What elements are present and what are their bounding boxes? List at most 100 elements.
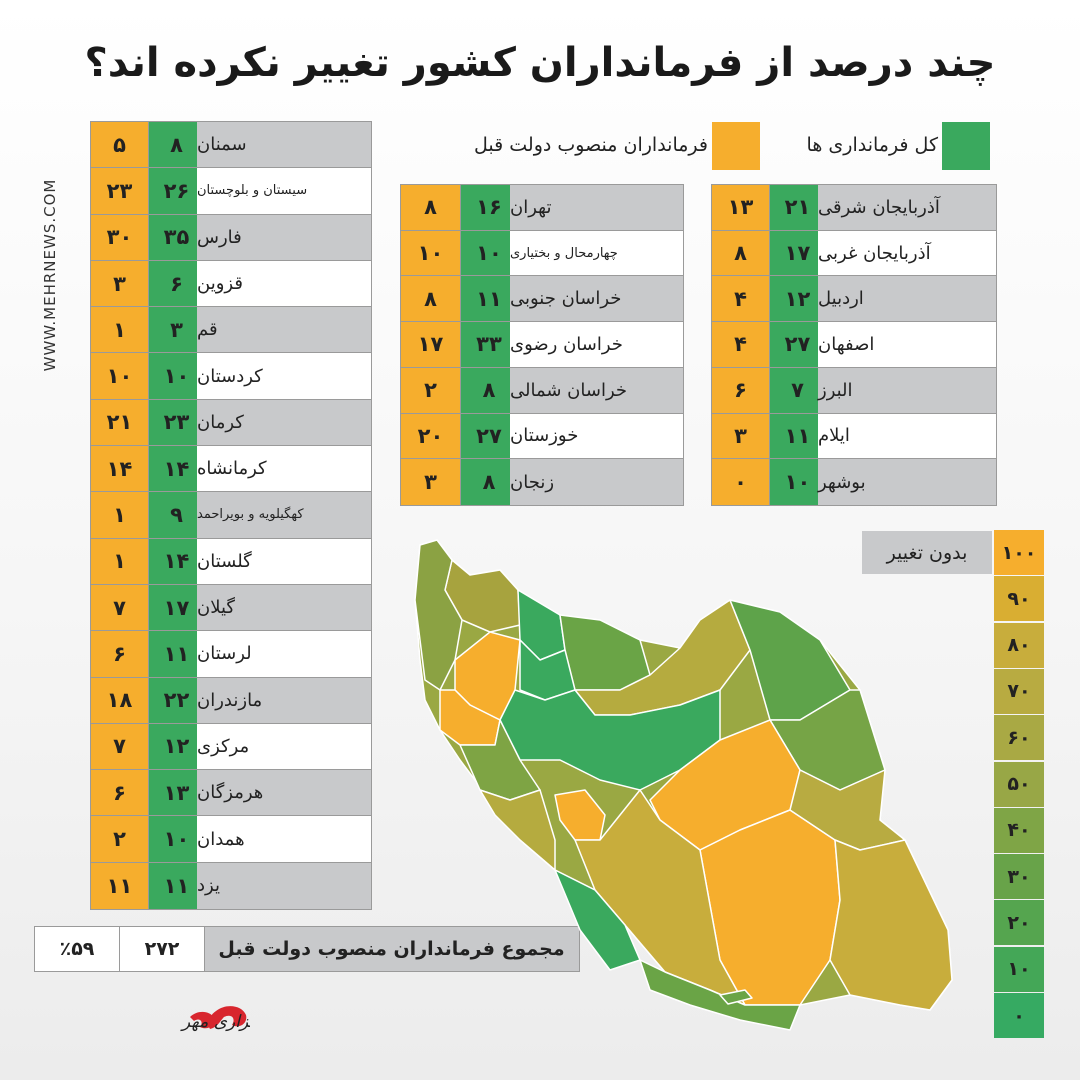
previous-count: ۳ [91,260,148,307]
total-count: ۲۷ [460,413,518,459]
table-row: ۱۰ ۱۰ کردستان [91,353,371,400]
total-count: ۲۱ [769,185,826,230]
previous-count: ۱۱ [91,862,148,909]
table-provinces-right: ۱۳ ۲۱ آذربایجان شرقی ۸ ۱۷ آذربایجان غربی ۴ ۱۲ ار… [711,184,997,506]
total-count: ۳ [148,307,205,353]
previous-count: ۷ [91,723,148,770]
previous-count: ۶ [91,770,148,816]
total-count: ۱۲ [148,723,205,770]
summary-row: مجموع فرمانداران منصوب دولت قبل ۲۷۲ ٪۵۹ [34,926,580,972]
total-count: ۱۴ [148,446,205,492]
province-name: قزوین [197,260,371,307]
previous-count: ۸ [401,185,460,230]
table-row: ۱۱ ۱۱ یزد [91,862,371,909]
province-name: لرستان [197,631,371,677]
total-count: ۷ [769,367,826,413]
previous-count: ۷ [91,584,148,631]
table-row: ۱۳ ۲۱ آذربایجان شرقی [712,185,996,231]
previous-count: ۴ [712,276,769,322]
legend-previous-swatch [712,122,760,170]
mehr-logo-mark-icon [190,1006,247,1029]
total-count: ۸ [460,459,518,505]
previous-count: ۸ [401,276,460,322]
previous-count: ۳ [401,459,460,505]
province-name: مازندران [197,677,371,723]
province-name: مرکزی [197,723,371,770]
table-row: ۳ ۶ قزوین [91,260,371,308]
scale-no-change-label: بدون تغییر [862,531,992,574]
previous-count: ۲۱ [91,399,148,446]
previous-count: ۱۰ [91,353,148,399]
table-row: ۱۴ ۱۴ کرمانشاه [91,446,371,493]
province-name: زنجان [510,459,683,505]
mehr-news-logo: خبرگزاری مهر [180,1006,250,1032]
table-row: ۳ ۱۱ ایلام [712,413,996,460]
previous-count: ۲۳ [91,168,148,214]
table-row: ۲ ۸ خراسان شمالی [401,367,683,414]
province-name: ایلام [818,413,996,459]
legend-total-swatch [942,122,990,170]
scale-tick: ۳۰ [994,854,1044,900]
table-row: ۵ ۸ سمنان [91,122,371,169]
table-row: ۸ ۱۷ آذربایجان غربی [712,230,996,277]
province-name: اصفهان [818,322,996,367]
previous-count: ۰ [712,459,769,505]
summary-percent: ٪۵۹ [59,938,95,960]
table-row: ۴ ۱۲ اردبیل [712,276,996,323]
total-count: ۱۷ [769,230,826,276]
table-row: ۱۰ ۱۰ چهارمحال و بختیاری [401,230,683,277]
previous-count: ۱۴ [91,446,148,492]
province-name: بوشهر [818,459,996,505]
scale-tick: ۱۰ [994,946,1044,992]
table-row: ۷ ۱۲ مرکزی [91,723,371,771]
total-count: ۲۳ [148,399,205,446]
previous-count: ۶ [91,631,148,677]
table-row: ۴ ۲۷ اصفهان [712,322,996,368]
province-name: سمنان [197,122,371,168]
previous-count: ۱۰ [401,230,460,276]
previous-count: ۸ [712,230,769,276]
province-name: اردبیل [818,276,996,322]
scale-tick: ۴۰ [994,807,1044,853]
province-name: آذربایجان شرقی [818,185,996,230]
previous-count: ۵ [91,122,148,168]
previous-count: ۶ [712,367,769,413]
province-name: خراسان جنوبی [510,276,683,322]
total-count: ۱۱ [148,631,205,677]
total-count: ۲۷ [769,322,826,367]
table-row: ۱ ۱۴ گلستان [91,538,371,585]
province-name: یزد [197,862,371,909]
province-name: سیستان و بلوچستان [197,168,371,214]
previous-count: ۱ [91,492,148,538]
table-row: ۸ ۱۱ خراسان جنوبی [401,276,683,323]
total-count: ۱۰ [769,459,826,505]
previous-count: ۱ [91,307,148,353]
table-row: ۶ ۷ البرز [712,367,996,414]
province-name: گلستان [197,538,371,584]
table-provinces-middle: ۸ ۱۶ تهران ۱۰ ۱۰ چهارمحال و بختیاری ۸ ۱۱ خراسان … [400,184,684,506]
table-row: ۸ ۱۶ تهران [401,185,683,231]
province-name: کرمانشاه [197,446,371,492]
table-row: ۶ ۱۳ هرمزگان [91,770,371,817]
province-name: گیلان [197,584,371,631]
scale-tick: ۲۰ [994,900,1044,946]
table-row: ۲۳ ۲۶ سیستان و بلوچستان [91,168,371,215]
previous-count: ۴ [712,322,769,367]
table-row: ۲۰ ۲۷ خوزستان [401,413,683,460]
summary-label: مجموع فرمانداران منصوب دولت قبل [204,927,579,971]
province-name: خراسان شمالی [510,367,683,413]
scale-tick: ۷۰ [994,668,1044,714]
scale-tick: ۵۰ [994,761,1044,807]
previous-count: ۱۳ [712,185,769,230]
total-count: ۳۵ [148,214,205,260]
province-name: خراسان رضوی [510,322,683,367]
table-row: ۲۱ ۲۳ کرمان [91,399,371,447]
table-row: ۲ ۱۰ همدان [91,816,371,863]
province-name: فارس [197,214,371,260]
total-count: ۱۱ [460,276,518,322]
total-count: ۱۳ [148,770,205,816]
previous-count: ۲ [401,367,460,413]
summary-total: ۲۷۲ [119,927,205,971]
province-name: قم [197,307,371,353]
